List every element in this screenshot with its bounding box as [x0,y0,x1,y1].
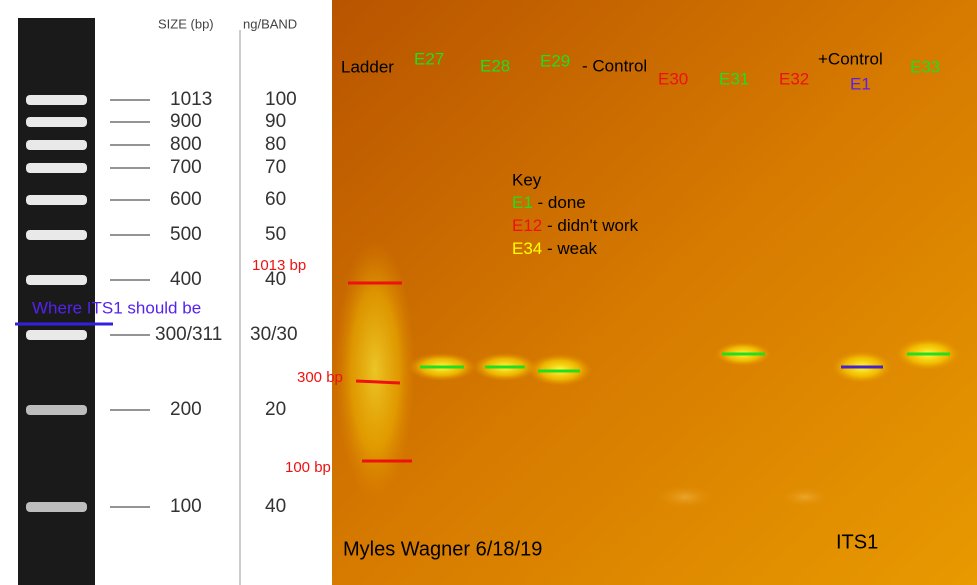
lane-label: E1 [850,74,871,93]
ng-label: 40 [265,496,286,517]
key-row: E12 - didn't work [512,216,639,235]
ladder-band [26,163,87,173]
lane-label: Ladder [341,57,394,76]
key-text: - done [538,193,586,212]
ng-label: 50 [265,224,286,245]
size-label: 400 [170,269,202,290]
ng-label: 30/30 [250,324,298,345]
ng-label: 40 [265,269,286,290]
ladder-band [26,195,87,205]
size-label: 200 [170,399,202,420]
ng-label: 70 [265,157,286,178]
lane-label: E30 [658,69,688,88]
ladder-band [26,405,87,415]
ng-label: 20 [265,399,286,420]
lane-label: E31 [719,69,749,88]
gel [332,0,977,585]
faint-band [780,487,830,507]
key-row: E1 - done [512,193,586,212]
lane-label: E33 [910,57,940,76]
its1-note: Where ITS1 should be [32,298,201,317]
lane-label: E29 [540,51,570,70]
ladder-smear [335,240,415,500]
key-id: E34 [512,239,542,258]
ng-label: 80 [265,134,286,155]
ladder-band [26,95,87,105]
key-text: - didn't work [547,216,639,235]
ladder-band [26,117,87,127]
key-id: E1 [512,193,533,212]
size-label: 800 [170,134,202,155]
ng-label: 100 [265,89,297,110]
ladder-band [26,502,87,512]
marker-label: 100 bp [285,459,331,476]
marker-label: 300 bp [297,369,343,386]
lane-label: - Control [582,56,647,75]
key-text: - weak [547,239,598,258]
ng-label: 90 [265,111,286,132]
target: ITS1 [836,531,878,553]
size-header: SIZE (bp) [158,16,214,31]
ladder-band [26,230,87,240]
lane-label: E32 [779,69,809,88]
ladder-band [26,140,87,150]
lane-label: +Control [818,49,883,68]
lane-label: E28 [480,56,510,75]
size-label: 900 [170,111,202,132]
ladder-band [26,275,87,285]
size-label: 500 [170,224,202,245]
marker-line [355,379,401,385]
author: Myles Wagner 6/18/19 [343,538,542,560]
size-label: 300/311 [155,324,222,345]
key-row: E34 - weak [512,239,598,258]
lane-label: E27 [414,49,444,68]
marker-label: 1013 bp [252,257,306,274]
size-label: 100 [170,496,202,517]
key-id: E12 [512,216,542,235]
size-label: 600 [170,189,202,210]
band-lines [348,281,950,463]
ladder-band [26,330,87,340]
ng-header: ng/BAND [243,16,297,31]
ladder-lane [18,18,95,585]
ng-label: 60 [265,189,286,210]
key-title: Key [512,170,542,189]
faint-band [655,485,715,509]
size-label: 1013 [170,89,212,110]
size-label: 700 [170,157,202,178]
